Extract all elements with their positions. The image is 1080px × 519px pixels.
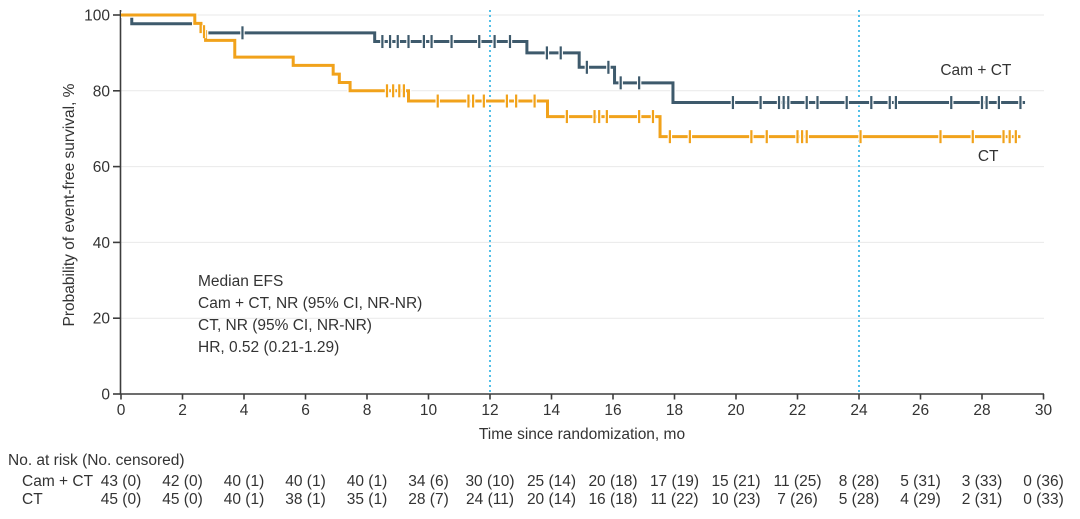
x-tick-label-26: 26 (912, 402, 929, 419)
risk-cell: 40 (1) (223, 473, 265, 490)
risk-cell: 38 (1) (285, 491, 326, 508)
risk-cell: 16 (18) (588, 491, 638, 508)
risk-cell: 35 (1) (346, 491, 388, 508)
curve-label-camct: Cam + CT (940, 62, 1012, 79)
x-tick-label-30: 30 (1035, 402, 1053, 419)
x-tick-label-12: 12 (481, 402, 498, 419)
x-tick-label-22: 22 (789, 402, 806, 419)
annotation-line-hr: HR, 0.52 (0.21-1.29) (198, 339, 340, 356)
risk-cell: 0 (36) (1023, 473, 1064, 490)
annotation-line-camct: Cam + CT, NR (95% CI, NR-NR) (198, 295, 423, 312)
y-tick-label-100: 100 (84, 8, 110, 25)
risk-cell: 20 (14) (526, 491, 577, 508)
risk-cell: 30 (10) (465, 473, 515, 490)
annotation-line-ct: CT, NR (95% CI, NR-NR) (198, 317, 372, 334)
risk-table-header: No. at risk (No. censored) (8, 452, 185, 469)
y-tick-label-80: 80 (93, 83, 111, 100)
risk-cell: 45 (0) (162, 491, 203, 508)
x-axis-title: Time since randomization, mo (478, 426, 686, 443)
risk-cell: 24 (11) (466, 491, 514, 508)
x-tick-label-16: 16 (604, 402, 621, 419)
x-tick-label-18: 18 (666, 402, 683, 419)
y-tick-label-60: 60 (93, 159, 111, 176)
risk-cell: 10 (23) (711, 491, 761, 508)
curve-label-ct: CT (978, 148, 999, 165)
risk-cell: 15 (21) (711, 473, 761, 490)
series-ct-curve (121, 13, 1021, 139)
risk-cell: 25 (14) (526, 473, 577, 490)
y-tick-label-40: 40 (93, 235, 111, 252)
risk-cell: 7 (26) (777, 491, 818, 508)
y-tick-label-0: 0 (101, 387, 110, 404)
x-tick-label-28: 28 (973, 402, 990, 419)
risk-cell: 11 (22) (650, 491, 699, 508)
annotation-line-median-efs: Median EFS (198, 273, 284, 290)
risk-cell: 11 (25) (773, 473, 822, 490)
x-tick-label-2: 2 (178, 402, 187, 419)
risk-cell: 2 (31) (961, 491, 1003, 508)
risk-cell: 4 (29) (900, 491, 941, 508)
x-tick-label-4: 4 (240, 402, 249, 419)
risk-cell: 43 (0) (100, 473, 142, 490)
risk-row-label-camct: Cam + CT (22, 473, 94, 490)
risk-cell: 5 (31) (900, 473, 941, 490)
risk-cell: 5 (28) (838, 491, 880, 508)
risk-cell: 42 (0) (162, 473, 203, 490)
risk-cell: 20 (18) (588, 473, 638, 490)
risk-cell: 8 (28) (838, 473, 880, 490)
risk-cell: 28 (7) (408, 491, 449, 508)
median-efs-annotation: Median EFS Cam + CT, NR (95% CI, NR-NR) … (198, 271, 422, 359)
risk-cell: 17 (19) (649, 473, 700, 490)
x-tick-label-6: 6 (301, 402, 310, 419)
x-tick-label-24: 24 (850, 402, 868, 419)
x-tick-label-8: 8 (363, 402, 372, 419)
risk-cell: 40 (1) (223, 491, 265, 508)
x-tick-label-14: 14 (543, 402, 561, 419)
risk-cell: 34 (6) (408, 473, 449, 490)
y-tick-label-20: 20 (93, 311, 111, 328)
risk-cell: 40 (1) (285, 473, 326, 490)
x-tick-label-20: 20 (727, 402, 745, 419)
series-camct-curve (121, 13, 1026, 105)
x-tick-label-10: 10 (420, 402, 438, 419)
risk-cell: 45 (0) (100, 491, 142, 508)
risk-cell: 0 (33) (1023, 491, 1064, 508)
y-axis-title: Probability of event-free survival, % (61, 83, 78, 327)
x-tick-label-0: 0 (117, 402, 126, 419)
risk-row-label-ct: CT (22, 491, 43, 508)
risk-cell: 3 (33) (961, 473, 1003, 490)
risk-cell: 40 (1) (346, 473, 388, 490)
